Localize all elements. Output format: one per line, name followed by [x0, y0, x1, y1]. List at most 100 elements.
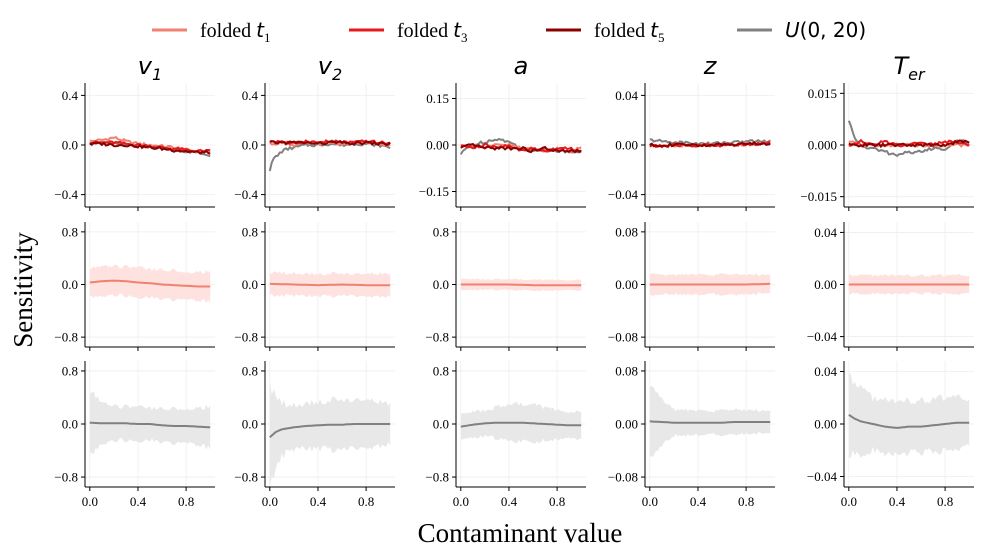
column-title-5: Ter [893, 52, 926, 84]
y-tick-label-1: −0.8 [234, 330, 258, 345]
mean-line [89, 279, 211, 288]
column-title-4: z [703, 52, 718, 80]
series-line-t5 [649, 140, 771, 148]
y-tick-label-3: 0.8 [62, 224, 78, 239]
y-tick-label-1: −0.8 [54, 330, 78, 345]
panel-r3-c1: −0.8 0.0 0.8 0.0 0.4 0.8 [54, 361, 215, 509]
legend-label-1: folded t1 [200, 18, 270, 45]
y-tick-label-1: −0.04 [807, 329, 838, 344]
legend: folded t1 folded t3 folded t5 U(0, 20) [152, 18, 866, 45]
y-tick-label-1: −0.4 [234, 187, 258, 202]
x-tick-label-2: 0.4 [501, 494, 518, 509]
y-tick-label-1: −0.04 [608, 187, 639, 202]
confidence-band [848, 372, 970, 458]
y-tick-label-2: 0.0 [433, 417, 449, 432]
x-tick-label-2: 0.4 [130, 494, 147, 509]
y-tick-label-3: 0.015 [808, 86, 837, 101]
panel-r3-c2: −0.8 0.0 0.8 0.0 0.4 0.8 [234, 361, 395, 509]
x-tick-label-2: 0.4 [690, 494, 707, 509]
y-tick-label-2: 0.0 [433, 277, 449, 292]
panel-grid: v1 −0.4 0.0 0.4 −0.8 0.0 0.8 −0.8 0.0 0.8 0.0 0.4 0.… [54, 52, 974, 509]
column-title-2: v2 [318, 52, 342, 84]
y-tick-label-3: 0.04 [814, 364, 837, 379]
y-tick-label-3: 0.4 [62, 88, 79, 103]
y-tick-label-1: −0.04 [807, 469, 838, 484]
y-tick-label-3: 0.04 [615, 88, 638, 103]
x-tick-label-3: 0.8 [358, 494, 374, 509]
panel-r2-c2: −0.8 0.0 0.8 [234, 222, 395, 351]
legend-label-4: U(0, 20) [785, 18, 866, 42]
column-4: z −0.04 0.00 0.04 −0.08 0.00 0.08 −0.08 0.00 0.08… [608, 52, 775, 509]
x-tick-label-1: 0.0 [82, 494, 98, 509]
y-tick-label-2: 0.00 [615, 417, 638, 432]
x-tick-label-3: 0.8 [178, 494, 194, 509]
panel-r1-c2: −0.4 0.0 0.4 [234, 83, 395, 211]
y-tick-label-2: 0.00 [426, 138, 449, 153]
x-tick-label-1: 0.0 [841, 494, 857, 509]
confidence-band [269, 381, 391, 487]
panel-r3-c5: −0.04 0.00 0.04 0.0 0.4 0.8 [807, 361, 974, 509]
panel-r2-c4: −0.08 0.00 0.08 [608, 222, 775, 351]
y-tick-label-1: −0.8 [54, 470, 78, 485]
x-tick-label-1: 0.0 [262, 494, 278, 509]
x-tick-label-3: 0.8 [549, 494, 565, 509]
column-1: v1 −0.4 0.0 0.4 −0.8 0.0 0.8 −0.8 0.0 0.8 0.0 0.4 0.… [54, 52, 215, 509]
x-axis-label: Contaminant value [418, 518, 623, 548]
y-tick-label-2: 0.0 [62, 138, 78, 153]
series-line-t5 [269, 139, 391, 146]
series-line-t5 [460, 142, 582, 154]
y-tick-label-3: 0.8 [433, 363, 449, 378]
mean-line [649, 282, 771, 286]
mean-line [89, 421, 211, 429]
x-tick-label-3: 0.8 [738, 494, 754, 509]
mean-line [269, 423, 391, 439]
y-tick-label-3: 0.8 [242, 224, 258, 239]
y-tick-label-1: −0.8 [234, 470, 258, 485]
series-line-U [268, 142, 391, 172]
column-title-3: a [514, 52, 529, 80]
y-tick-label-2: 0.00 [814, 277, 837, 292]
y-tick-label-2: 0.0 [242, 138, 258, 153]
y-tick-label-3: 0.8 [62, 363, 78, 378]
column-5: Ter−0.0150.0000.015−0.040.000.04−0.040.0… [800, 52, 974, 509]
y-tick-label-3: 0.4 [242, 88, 259, 103]
y-tick-label-1: −0.4 [54, 187, 78, 202]
mean-line [460, 421, 582, 428]
x-tick-label-3: 0.8 [937, 494, 953, 509]
x-tick-label-1: 0.0 [642, 494, 658, 509]
y-tick-label-2: 0.0 [242, 277, 258, 292]
legend-label-3: folded t5 [594, 18, 664, 45]
mean-line [269, 282, 391, 287]
y-tick-label-3: 0.15 [426, 91, 449, 106]
column-title-1: v1 [138, 52, 162, 84]
column-2: v2 −0.4 0.0 0.4 −0.8 0.0 0.8 −0.8 0.0 0.8 0.0 0.4 0.… [234, 52, 395, 509]
y-tick-label-3: 0.08 [615, 224, 638, 239]
panel-r1-c4: −0.04 0.00 0.04 [608, 83, 775, 211]
column-3: a −0.15 0.00 0.15 −0.8 0.0 0.8 −0.8 0.0 0.8 0.0 0.4… [419, 52, 586, 509]
y-tick-label-2: 0.0 [62, 277, 78, 292]
y-tick-label-2: 0.00 [615, 138, 638, 153]
panel-r2-c1: −0.8 0.0 0.8 [54, 222, 215, 351]
legend-label-2: folded t3 [397, 18, 467, 45]
y-axis-label: Sensitivity [8, 232, 38, 348]
y-tick-label-2: 0.0 [242, 417, 258, 432]
x-tick-label-1: 0.0 [453, 494, 469, 509]
y-tick-label-2: 0.000 [808, 138, 837, 153]
y-tick-label-1: −0.015 [800, 189, 837, 204]
y-tick-label-1: −0.15 [419, 184, 449, 199]
series-line-t5 [89, 141, 211, 155]
confidence-band [89, 391, 211, 455]
y-tick-label-3: 0.04 [814, 225, 837, 240]
panel-r2-c3: −0.8 0.0 0.8 [425, 222, 586, 351]
panel-r2-c5: −0.04 0.00 0.04 [807, 222, 974, 351]
panel-r1-c5: −0.015 0.000 0.015 [800, 83, 974, 211]
series-line-U [847, 120, 970, 158]
y-tick-label-3: 0.8 [433, 224, 449, 239]
mean-line [848, 413, 970, 429]
confidence-band [649, 385, 771, 457]
panel-r1-c1: −0.4 0.0 0.4 [54, 83, 215, 211]
panel-r3-c4: −0.08 0.00 0.08 0.0 0.4 0.8 [608, 361, 775, 509]
y-tick-label-1: −0.8 [425, 470, 449, 485]
x-tick-label-2: 0.4 [889, 494, 906, 509]
